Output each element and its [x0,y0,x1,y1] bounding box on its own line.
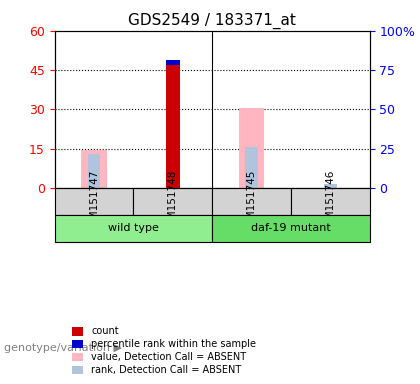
Text: daf-19 mutant: daf-19 mutant [251,223,331,233]
Text: GSM151746: GSM151746 [325,170,335,233]
Text: wild type: wild type [108,223,159,233]
FancyBboxPatch shape [212,188,291,215]
Text: GSM151748: GSM151748 [168,170,178,233]
Bar [239,108,264,188]
Legend: count, percentile rank within the sample, value, Detection Call = ABSENT, rank, : count, percentile rank within the sample… [68,323,260,379]
FancyBboxPatch shape [55,215,212,242]
Bar [88,154,100,188]
FancyBboxPatch shape [134,188,212,215]
Title: GDS2549 / 183371_at: GDS2549 / 183371_at [128,13,296,29]
Bar [165,60,180,65]
Bar [245,147,258,188]
FancyBboxPatch shape [55,188,134,215]
FancyBboxPatch shape [212,215,370,242]
Bar [165,60,180,188]
FancyBboxPatch shape [291,188,370,215]
Text: GSM151745: GSM151745 [247,170,257,233]
Bar [81,150,107,188]
Bar [324,184,336,188]
Text: GSM151747: GSM151747 [89,170,99,233]
Text: genotype/variation ▶: genotype/variation ▶ [4,343,122,353]
